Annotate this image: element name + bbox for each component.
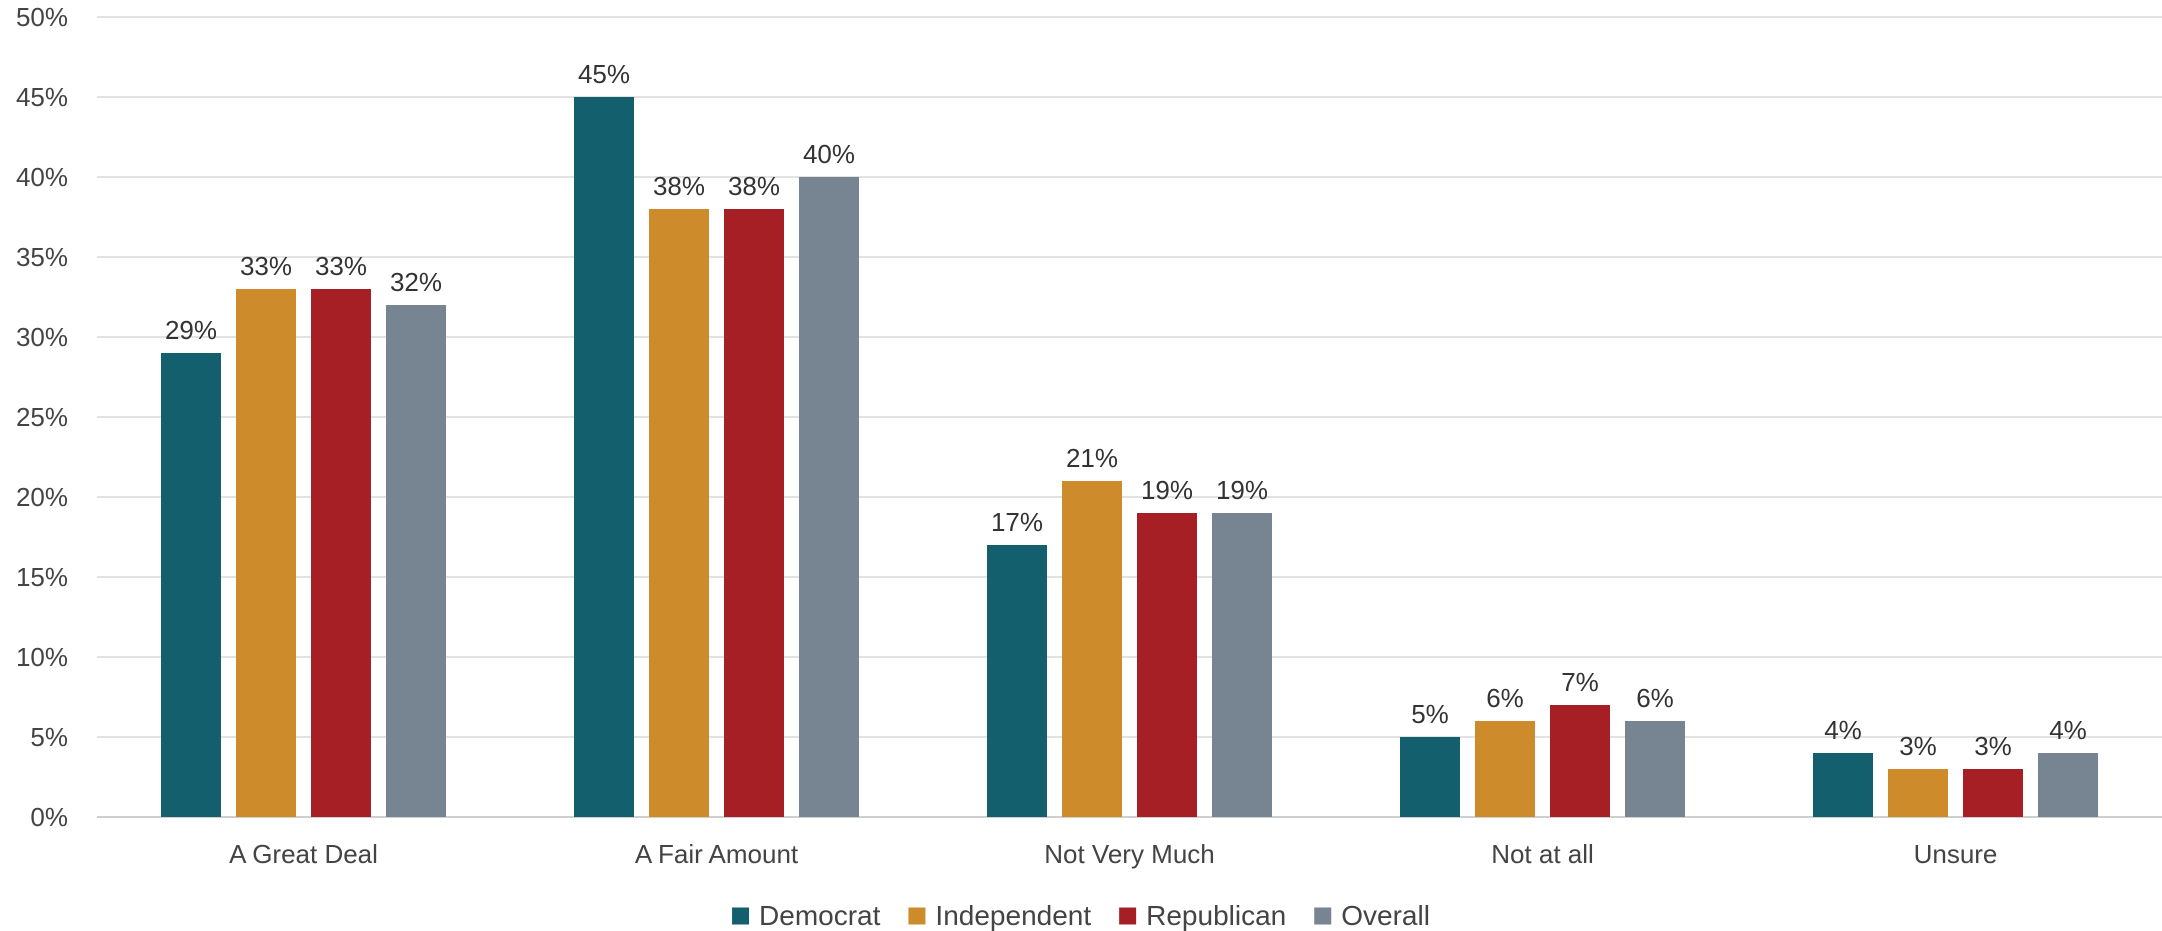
y-tick-label: 35% xyxy=(16,242,68,272)
y-tick-label: 0% xyxy=(30,802,68,832)
y-tick-label: 10% xyxy=(16,642,68,672)
legend: Democrat Independent Republican Overall xyxy=(732,900,1430,931)
data-label: 4% xyxy=(1824,715,1862,745)
bar-a-fair-amount-independent xyxy=(649,209,709,817)
y-tick-label: 30% xyxy=(16,322,68,352)
y-tick-label: 25% xyxy=(16,402,68,432)
y-axis-ticks: 0% 5% 10% 15% 20% 25% 30% 35% 40% 45% 50% xyxy=(16,2,68,832)
data-label: 33% xyxy=(240,251,292,281)
data-label: 5% xyxy=(1411,699,1449,729)
legend-label: Independent xyxy=(935,900,1091,931)
legend-label: Democrat xyxy=(759,900,881,931)
data-label: 3% xyxy=(1974,731,2012,761)
legend-swatch-independent xyxy=(908,907,926,925)
data-label: 33% xyxy=(315,251,367,281)
bar-not-very-much-overall xyxy=(1212,513,1272,817)
bar-a-fair-amount-republican xyxy=(724,209,784,817)
data-label: 19% xyxy=(1141,475,1193,505)
category-label: A Fair Amount xyxy=(635,839,799,869)
data-label: 40% xyxy=(803,139,855,169)
data-label: 19% xyxy=(1216,475,1268,505)
bar-a-fair-amount-democrat xyxy=(574,97,634,817)
data-label: 6% xyxy=(1486,683,1524,713)
category-label: Not at all xyxy=(1491,839,1594,869)
data-label: 29% xyxy=(165,315,217,345)
y-tick-label: 40% xyxy=(16,162,68,192)
data-label: 45% xyxy=(578,59,630,89)
bar-not-at-all-overall xyxy=(1625,721,1685,817)
category-labels: A Great Deal A Fair Amount Not Very Much No… xyxy=(229,839,1997,869)
bar-not-very-much-democrat xyxy=(987,545,1047,817)
y-tick-label: 50% xyxy=(16,2,68,32)
bar-unsure-republican xyxy=(1963,769,2023,817)
legend-label: Overall xyxy=(1341,900,1430,931)
bar-a-great-deal-independent xyxy=(236,289,296,817)
bars xyxy=(161,97,2098,817)
y-tick-label: 45% xyxy=(16,82,68,112)
bar-not-at-all-democrat xyxy=(1400,737,1460,817)
bar-not-at-all-republican xyxy=(1550,705,1610,817)
data-label: 6% xyxy=(1636,683,1674,713)
bar-not-very-much-independent xyxy=(1062,481,1122,817)
category-label: Unsure xyxy=(1914,839,1998,869)
data-label: 21% xyxy=(1066,443,1118,473)
data-label: 17% xyxy=(991,507,1043,537)
y-tick-label: 20% xyxy=(16,482,68,512)
data-label: 3% xyxy=(1899,731,1937,761)
bar-not-at-all-independent xyxy=(1475,721,1535,817)
bar-unsure-democrat xyxy=(1813,753,1873,817)
legend-swatch-overall xyxy=(1314,907,1332,925)
data-label: 7% xyxy=(1561,667,1599,697)
legend-swatch-republican xyxy=(1119,907,1137,925)
data-label: 4% xyxy=(2049,715,2087,745)
bar-not-very-much-republican xyxy=(1137,513,1197,817)
category-label: Not Very Much xyxy=(1044,839,1215,869)
bar-a-great-deal-overall xyxy=(386,305,446,817)
legend-swatch-democrat xyxy=(732,907,750,925)
legend-label: Republican xyxy=(1146,900,1286,931)
y-tick-label: 5% xyxy=(30,722,68,752)
data-label: 32% xyxy=(390,267,442,297)
bar-a-great-deal-democrat xyxy=(161,353,221,817)
y-tick-label: 15% xyxy=(16,562,68,592)
bar-a-fair-amount-overall xyxy=(799,177,859,817)
category-label: A Great Deal xyxy=(229,839,378,869)
bar-unsure-overall xyxy=(2038,753,2098,817)
bar-a-great-deal-republican xyxy=(311,289,371,817)
data-label: 38% xyxy=(728,171,780,201)
bar-unsure-independent xyxy=(1888,769,1948,817)
data-label: 38% xyxy=(653,171,705,201)
data-labels: 29% 33% 33% 32% 45% 38% 38% 40% 17% 21% 19% 19% 5% 6%… xyxy=(165,59,2087,761)
